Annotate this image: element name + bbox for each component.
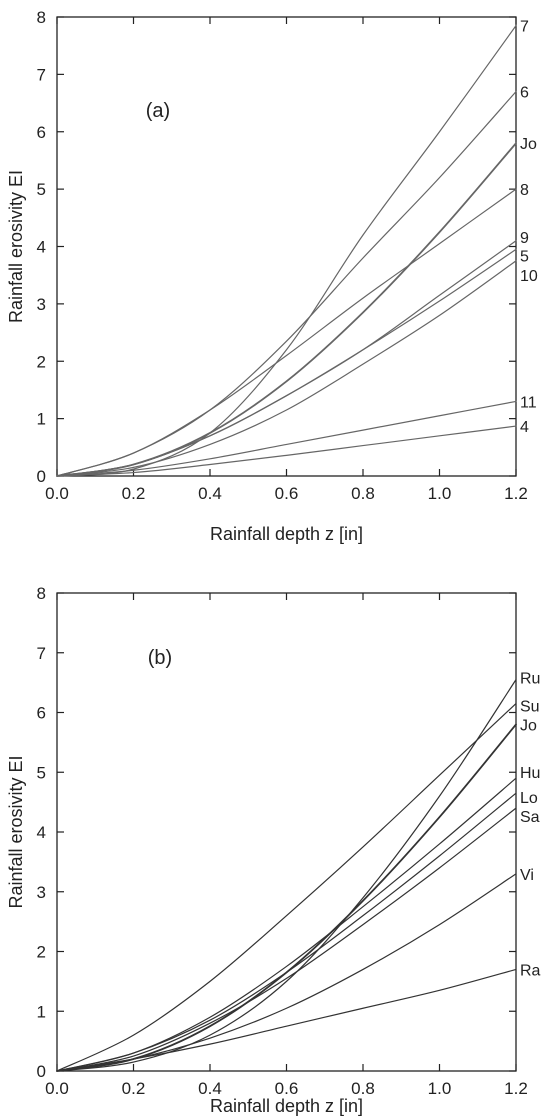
x-tick-label: 0.2 xyxy=(122,484,146,503)
y-tick-label: 6 xyxy=(37,123,46,142)
y-tick-label: 7 xyxy=(37,65,46,84)
series-label-9: 9 xyxy=(520,230,529,247)
y-tick-label: 1 xyxy=(37,1002,46,1021)
series-label-jo: Jo xyxy=(520,136,537,153)
x-axis-label: Rainfall depth z [in] xyxy=(210,524,363,544)
y-tick-label: 5 xyxy=(37,180,46,199)
x-tick-label: 1.2 xyxy=(504,1079,528,1098)
y-tick-label: 1 xyxy=(37,410,46,429)
y-tick-label: 0 xyxy=(37,467,46,486)
series-line-ru xyxy=(56,679,517,1072)
chart-panel-b: 0.0 0.2 0.4 0.6 0.8 1.0 1.2 0 1 2 3 4 5 6 7 8 Rainfall d… xyxy=(6,584,541,1116)
x-tick-label: 0.8 xyxy=(351,484,375,503)
series-label-su: Su xyxy=(520,699,540,716)
series-label-10: 10 xyxy=(520,268,538,285)
y-tick-label: 8 xyxy=(37,584,46,603)
y-tick-label: 6 xyxy=(37,704,46,723)
y-tick-label: 3 xyxy=(37,883,46,902)
x-axis-label: Rainfall depth z [in] xyxy=(210,1096,363,1116)
series-line-9 xyxy=(56,240,517,477)
series-line-10 xyxy=(56,260,517,477)
series-label-lo: Lo xyxy=(520,790,538,807)
series-label-hu: Hu xyxy=(520,765,540,782)
series-label-vi: Vi xyxy=(520,867,534,884)
series-line-8 xyxy=(56,188,517,477)
series-line-6 xyxy=(56,90,517,477)
y-tick-label: 8 xyxy=(37,8,46,27)
y-tick-label: 3 xyxy=(37,295,46,314)
x-tick-label: 1.2 xyxy=(504,484,528,503)
series-line-hu xyxy=(56,777,517,1072)
x-tick-label: 0.0 xyxy=(45,1079,69,1098)
series-label-6: 6 xyxy=(520,85,529,102)
y-tick-label: 7 xyxy=(37,644,46,663)
x-tick-label: 1.0 xyxy=(428,1079,452,1098)
y-axis-label: Rainfall erosivity EI xyxy=(6,755,26,908)
series-line-jo xyxy=(56,723,517,1072)
series-label-sa: Sa xyxy=(520,809,540,826)
y-axis-label: Rainfall erosivity EI xyxy=(6,170,26,323)
y-tick-label: 4 xyxy=(37,823,46,842)
series-label-jo: Jo xyxy=(520,717,537,734)
plot-frame xyxy=(56,16,517,477)
panel-label: (a) xyxy=(146,100,170,122)
series-label-7: 7 xyxy=(520,19,529,36)
series-line-11 xyxy=(56,400,517,477)
x-tick-label: 0.4 xyxy=(198,484,222,503)
y-tick-label: 2 xyxy=(37,352,46,371)
x-tick-label: 0.2 xyxy=(122,1079,146,1098)
x-tick-label: 0.0 xyxy=(45,484,69,503)
y-tick-label: 4 xyxy=(37,238,46,257)
series-label-11: 11 xyxy=(520,394,537,411)
plot-frame xyxy=(56,592,517,1072)
series-label-5: 5 xyxy=(520,248,529,265)
y-tick-label: 5 xyxy=(37,763,46,782)
series-line-4 xyxy=(56,425,517,477)
y-tick-label: 0 xyxy=(37,1062,46,1081)
panel-label: (b) xyxy=(148,647,172,669)
chart-panel-a: 0.0 0.2 0.4 0.6 0.8 1.0 1.2 0 1 2 3 4 5 6 7 8 Rainfall d… xyxy=(6,8,538,544)
x-tick-label: 0.6 xyxy=(275,1079,299,1098)
series-line-su xyxy=(56,702,517,1072)
series-line-7 xyxy=(56,25,517,477)
x-tick-label: 0.8 xyxy=(351,1079,375,1098)
x-tick-label: 1.0 xyxy=(428,484,452,503)
y-tick-label: 2 xyxy=(37,943,46,962)
series-label-ru: Ru xyxy=(520,671,540,688)
series-label-8: 8 xyxy=(520,182,529,199)
series-line-5 xyxy=(56,248,517,477)
x-tick-label: 0.4 xyxy=(198,1079,222,1098)
series-label-ra: Ra xyxy=(520,962,541,979)
series-line-sa xyxy=(56,807,517,1072)
series-line-lo xyxy=(56,792,517,1072)
series-label-4: 4 xyxy=(520,419,529,436)
x-tick-label: 0.6 xyxy=(275,484,299,503)
series-line-ra xyxy=(56,968,517,1072)
